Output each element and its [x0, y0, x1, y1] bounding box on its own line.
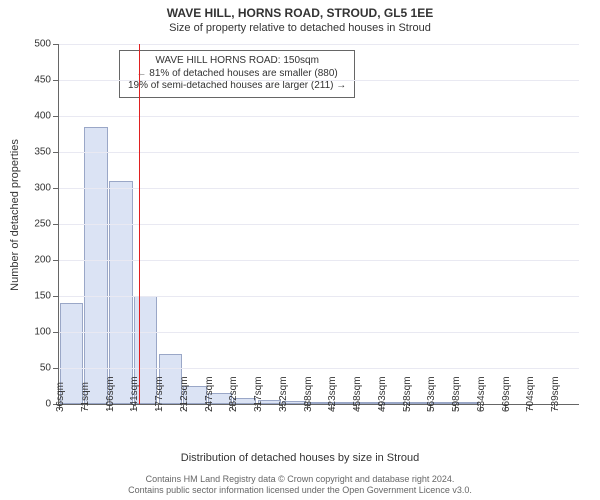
y-axis-label: Number of detached properties — [8, 0, 22, 430]
gridline — [59, 44, 579, 45]
x-tick-label: 177sqm — [154, 376, 165, 412]
x-tick-label: 247sqm — [204, 376, 215, 412]
y-tick — [53, 368, 59, 369]
x-tick-label: 598sqm — [451, 376, 462, 412]
x-tick-label: 528sqm — [402, 376, 413, 412]
annotation-line-2: ← 81% of detached houses are smaller (88… — [128, 68, 346, 81]
x-tick-label: 106sqm — [105, 376, 116, 412]
x-tick-label: 317sqm — [253, 376, 264, 412]
footer-line-1: Contains HM Land Registry data © Crown c… — [0, 474, 600, 485]
y-tick-label: 150 — [34, 291, 51, 302]
y-tick — [53, 224, 59, 225]
x-tick-label: 36sqm — [55, 382, 66, 412]
gridline — [59, 332, 579, 333]
x-tick-label: 493sqm — [377, 376, 388, 412]
y-tick-label: 250 — [34, 219, 51, 230]
chart-subtitle: Size of property relative to detached ho… — [0, 22, 600, 34]
x-tick-label: 423sqm — [327, 376, 338, 412]
chart-title: WAVE HILL, HORNS ROAD, STROUD, GL5 1EE — [0, 6, 600, 20]
y-axis-label-text: Number of detached properties — [9, 139, 21, 291]
x-tick-label: 352sqm — [278, 376, 289, 412]
y-tick-label: 0 — [45, 399, 51, 410]
y-tick-label: 400 — [34, 111, 51, 122]
gridline — [59, 152, 579, 153]
y-tick-label: 450 — [34, 75, 51, 86]
y-tick-label: 300 — [34, 183, 51, 194]
x-axis-label: Distribution of detached houses by size … — [0, 452, 600, 464]
x-tick-label: 388sqm — [303, 376, 314, 412]
y-tick — [53, 80, 59, 81]
x-tick-label: 634sqm — [476, 376, 487, 412]
gridline — [59, 260, 579, 261]
x-tick-label: 71sqm — [80, 382, 91, 412]
x-tick-label: 212sqm — [179, 376, 190, 412]
x-tick-label: 282sqm — [228, 376, 239, 412]
annotation-box: WAVE HILL HORNS ROAD: 150sqm ← 81% of de… — [119, 50, 355, 98]
y-tick — [53, 188, 59, 189]
footer: Contains HM Land Registry data © Crown c… — [0, 474, 600, 497]
y-tick — [53, 116, 59, 117]
annotation-line-3: 19% of semi-detached houses are larger (… — [128, 80, 346, 93]
y-tick — [53, 332, 59, 333]
y-tick-label: 350 — [34, 147, 51, 158]
x-tick-label: 458sqm — [352, 376, 363, 412]
gridline — [59, 296, 579, 297]
marker-line — [139, 44, 140, 404]
y-tick — [53, 260, 59, 261]
gridline — [59, 116, 579, 117]
y-tick-label: 200 — [34, 255, 51, 266]
bar — [109, 181, 133, 404]
x-tick-label: 704sqm — [525, 376, 536, 412]
footer-line-2: Contains public sector information licen… — [0, 485, 600, 496]
y-tick — [53, 296, 59, 297]
bar — [84, 127, 108, 404]
x-tick-label: 739sqm — [550, 376, 561, 412]
annotation-line-1: WAVE HILL HORNS ROAD: 150sqm — [128, 55, 346, 68]
x-tick-label: 669sqm — [501, 376, 512, 412]
y-tick — [53, 152, 59, 153]
y-tick-label: 500 — [34, 39, 51, 50]
gridline — [59, 368, 579, 369]
y-tick — [53, 44, 59, 45]
y-tick-label: 100 — [34, 327, 51, 338]
y-tick-label: 50 — [40, 363, 51, 374]
x-tick-label: 563sqm — [426, 376, 437, 412]
chart-container: WAVE HILL, HORNS ROAD, STROUD, GL5 1EE S… — [0, 0, 600, 500]
plot-area: WAVE HILL HORNS ROAD: 150sqm ← 81% of de… — [58, 44, 579, 405]
gridline — [59, 80, 579, 81]
gridline — [59, 224, 579, 225]
gridline — [59, 188, 579, 189]
